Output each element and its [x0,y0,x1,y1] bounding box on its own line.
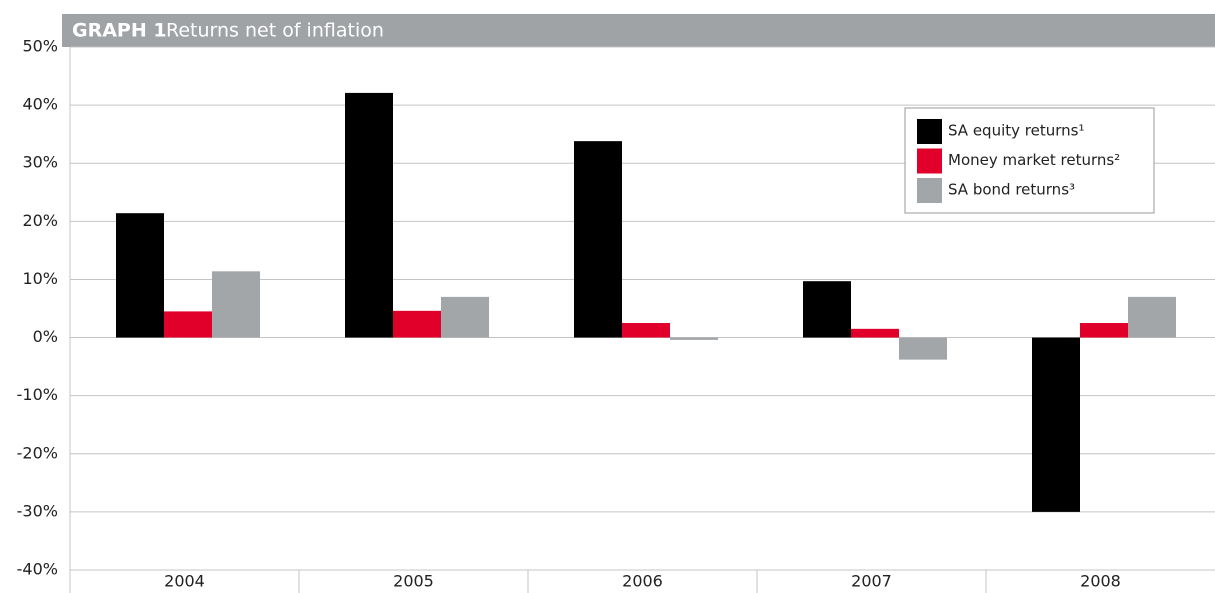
y-tick-label: 0% [33,327,58,346]
y-tick-label: 40% [22,95,58,114]
bar [899,337,947,360]
x-tick-label: 2006 [622,572,663,591]
bar [622,323,670,338]
y-tick-label: -20% [17,443,58,462]
bar [393,310,441,338]
legend-swatch [917,178,942,203]
y-tick-label: 30% [22,153,58,172]
bar [212,271,260,338]
y-tick-label: -10% [17,385,58,404]
legend-label: SA equity returns¹ [948,122,1084,140]
bar [851,328,899,338]
x-tick-label: 2007 [851,572,892,591]
legend-swatch [917,148,942,174]
y-tick-label: -30% [17,501,58,520]
title-bar [62,14,1215,47]
bar [803,281,851,338]
bar [670,337,718,340]
x-tick-label: 2005 [393,572,434,591]
legend-box [904,107,1155,214]
bar [574,141,622,338]
x-tick-label: 2008 [1080,572,1121,591]
chart-title-label: GRAPH 1 [72,20,167,42]
bar [1080,323,1128,338]
bar [1032,337,1080,512]
bar [441,296,489,338]
bar [345,92,393,338]
y-tick-label: -40% [17,560,58,579]
chart-title: Returns net of inflation [166,20,384,42]
bar [116,213,164,338]
bar [1128,296,1176,338]
y-tick-label: 50% [22,37,58,56]
legend-swatch [917,119,942,144]
y-tick-label: 10% [22,269,58,288]
bar [164,311,212,338]
x-tick-label: 2004 [164,572,205,591]
legend-label: SA bond returns³ [948,181,1075,199]
legend-label: Money market returns² [948,151,1120,169]
y-tick-label: 20% [22,211,58,230]
